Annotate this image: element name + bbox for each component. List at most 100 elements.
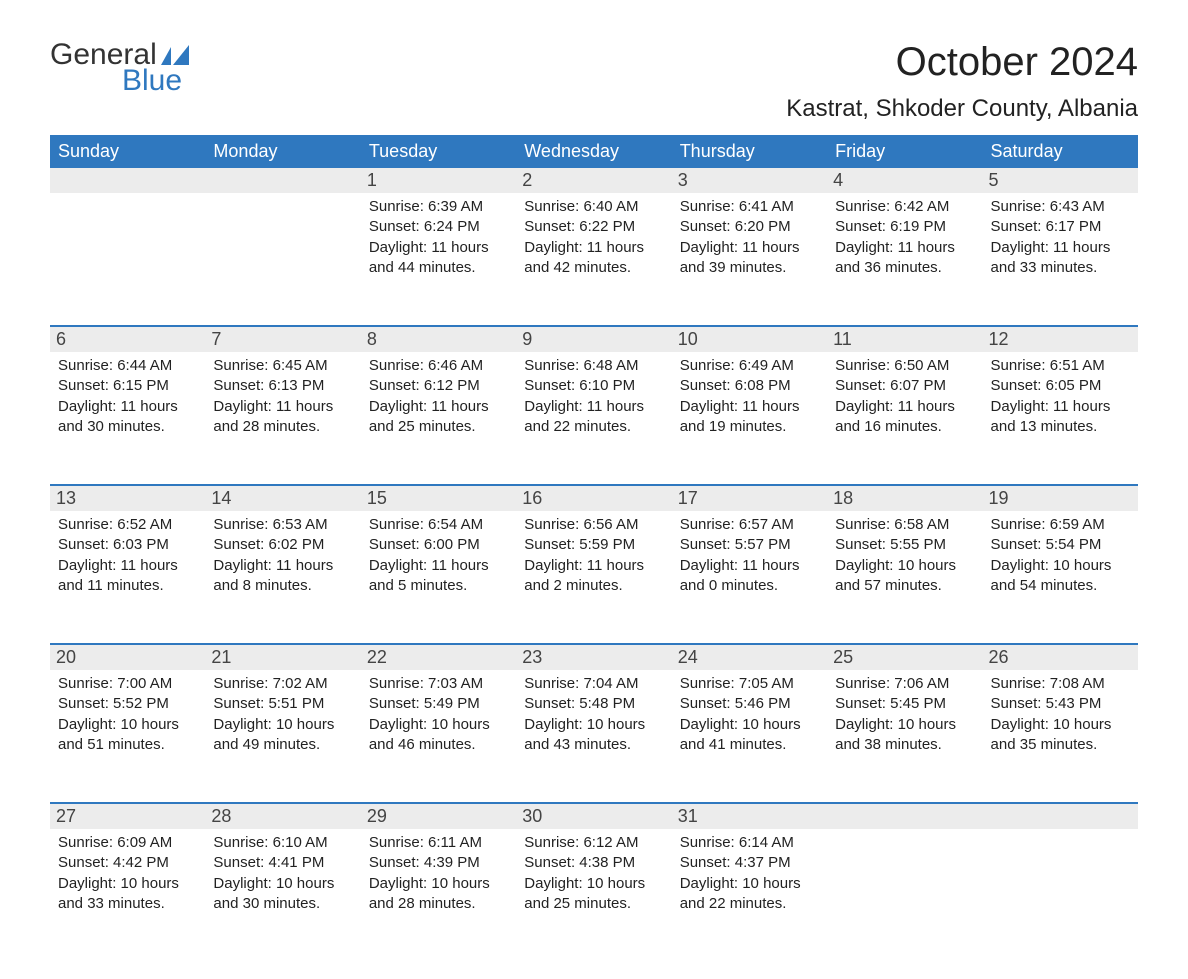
day-body bbox=[987, 829, 1134, 833]
weekday-header: Monday bbox=[205, 135, 360, 168]
day-cell: Sunrise: 6:50 AMSunset: 6:07 PMDaylight:… bbox=[827, 352, 982, 462]
sunrise-text: Sunrise: 6:53 AM bbox=[213, 515, 352, 535]
sunset-text: Sunset: 6:22 PM bbox=[524, 217, 663, 237]
sunset-text: Sunset: 5:45 PM bbox=[835, 694, 974, 714]
sunrise-text: Sunrise: 7:06 AM bbox=[835, 674, 974, 694]
day-cell: Sunrise: 6:39 AMSunset: 6:24 PMDaylight:… bbox=[361, 193, 516, 303]
week-body-row: Sunrise: 6:09 AMSunset: 4:42 PMDaylight:… bbox=[50, 829, 1138, 939]
sunset-text: Sunset: 4:39 PM bbox=[369, 853, 508, 873]
day-cell: Sunrise: 6:43 AMSunset: 6:17 PMDaylight:… bbox=[983, 193, 1138, 303]
daylight-text: Daylight: 10 hours and 35 minutes. bbox=[991, 715, 1130, 756]
sunset-text: Sunset: 5:48 PM bbox=[524, 694, 663, 714]
sunrise-text: Sunrise: 6:41 AM bbox=[680, 197, 819, 217]
week-body-row: Sunrise: 6:44 AMSunset: 6:15 PMDaylight:… bbox=[50, 352, 1138, 462]
day-number bbox=[827, 804, 982, 829]
sunset-text: Sunset: 6:02 PM bbox=[213, 535, 352, 555]
day-cell: Sunrise: 6:54 AMSunset: 6:00 PMDaylight:… bbox=[361, 511, 516, 621]
daylight-text: Daylight: 10 hours and 46 minutes. bbox=[369, 715, 508, 756]
sunset-text: Sunset: 5:49 PM bbox=[369, 694, 508, 714]
day-number: 24 bbox=[672, 645, 827, 670]
day-cell: Sunrise: 6:56 AMSunset: 5:59 PMDaylight:… bbox=[516, 511, 671, 621]
day-body: Sunrise: 7:04 AMSunset: 5:48 PMDaylight:… bbox=[520, 670, 667, 755]
daylight-text: Daylight: 10 hours and 57 minutes. bbox=[835, 556, 974, 597]
day-body: Sunrise: 7:06 AMSunset: 5:45 PMDaylight:… bbox=[831, 670, 978, 755]
daylight-text: Daylight: 11 hours and 16 minutes. bbox=[835, 397, 974, 438]
calendar: SundayMondayTuesdayWednesdayThursdayFrid… bbox=[50, 135, 1138, 939]
day-body bbox=[54, 193, 201, 197]
day-number: 26 bbox=[983, 645, 1138, 670]
daylight-text: Daylight: 11 hours and 39 minutes. bbox=[680, 238, 819, 279]
day-cell: Sunrise: 6:57 AMSunset: 5:57 PMDaylight:… bbox=[672, 511, 827, 621]
header: General Blue October 2024 Kastrat, Shkod… bbox=[50, 40, 1138, 123]
sunrise-text: Sunrise: 6:10 AM bbox=[213, 833, 352, 853]
daylight-text: Daylight: 11 hours and 36 minutes. bbox=[835, 238, 974, 279]
logo: General Blue bbox=[50, 40, 191, 96]
week-daynum-row: 6789101112 bbox=[50, 325, 1138, 352]
sunrise-text: Sunrise: 7:04 AM bbox=[524, 674, 663, 694]
day-body: Sunrise: 6:41 AMSunset: 6:20 PMDaylight:… bbox=[676, 193, 823, 278]
day-body: Sunrise: 6:53 AMSunset: 6:02 PMDaylight:… bbox=[209, 511, 356, 596]
day-number: 23 bbox=[516, 645, 671, 670]
logo-flag-icon bbox=[161, 45, 191, 65]
sunrise-text: Sunrise: 6:51 AM bbox=[991, 356, 1130, 376]
sunset-text: Sunset: 4:42 PM bbox=[58, 853, 197, 873]
day-body: Sunrise: 6:58 AMSunset: 5:55 PMDaylight:… bbox=[831, 511, 978, 596]
sunrise-text: Sunrise: 6:56 AM bbox=[524, 515, 663, 535]
sunset-text: Sunset: 6:08 PM bbox=[680, 376, 819, 396]
sunrise-text: Sunrise: 7:02 AM bbox=[213, 674, 352, 694]
day-body: Sunrise: 6:43 AMSunset: 6:17 PMDaylight:… bbox=[987, 193, 1134, 278]
daylight-text: Daylight: 11 hours and 25 minutes. bbox=[369, 397, 508, 438]
daylight-text: Daylight: 11 hours and 11 minutes. bbox=[58, 556, 197, 597]
day-number: 8 bbox=[361, 327, 516, 352]
daylight-text: Daylight: 11 hours and 8 minutes. bbox=[213, 556, 352, 597]
day-number: 14 bbox=[205, 486, 360, 511]
location: Kastrat, Shkoder County, Albania bbox=[786, 95, 1138, 123]
daylight-text: Daylight: 10 hours and 38 minutes. bbox=[835, 715, 974, 756]
day-body: Sunrise: 6:51 AMSunset: 6:05 PMDaylight:… bbox=[987, 352, 1134, 437]
day-body: Sunrise: 7:08 AMSunset: 5:43 PMDaylight:… bbox=[987, 670, 1134, 755]
day-number: 31 bbox=[672, 804, 827, 829]
day-cell: Sunrise: 6:12 AMSunset: 4:38 PMDaylight:… bbox=[516, 829, 671, 939]
day-number: 12 bbox=[983, 327, 1138, 352]
day-number bbox=[205, 168, 360, 193]
day-cell: Sunrise: 6:45 AMSunset: 6:13 PMDaylight:… bbox=[205, 352, 360, 462]
sunset-text: Sunset: 6:20 PM bbox=[680, 217, 819, 237]
daylight-text: Daylight: 10 hours and 51 minutes. bbox=[58, 715, 197, 756]
day-body: Sunrise: 7:00 AMSunset: 5:52 PMDaylight:… bbox=[54, 670, 201, 755]
sunset-text: Sunset: 5:59 PM bbox=[524, 535, 663, 555]
weekday-header-row: SundayMondayTuesdayWednesdayThursdayFrid… bbox=[50, 135, 1138, 168]
day-body: Sunrise: 6:42 AMSunset: 6:19 PMDaylight:… bbox=[831, 193, 978, 278]
sunset-text: Sunset: 6:13 PM bbox=[213, 376, 352, 396]
day-number: 2 bbox=[516, 168, 671, 193]
sunset-text: Sunset: 6:00 PM bbox=[369, 535, 508, 555]
day-body: Sunrise: 6:10 AMSunset: 4:41 PMDaylight:… bbox=[209, 829, 356, 914]
day-body: Sunrise: 6:45 AMSunset: 6:13 PMDaylight:… bbox=[209, 352, 356, 437]
day-cell bbox=[983, 829, 1138, 939]
sunrise-text: Sunrise: 6:57 AM bbox=[680, 515, 819, 535]
day-number: 18 bbox=[827, 486, 982, 511]
day-number: 7 bbox=[205, 327, 360, 352]
day-body bbox=[209, 193, 356, 197]
day-number bbox=[983, 804, 1138, 829]
day-number: 13 bbox=[50, 486, 205, 511]
sunrise-text: Sunrise: 6:39 AM bbox=[369, 197, 508, 217]
daylight-text: Daylight: 11 hours and 42 minutes. bbox=[524, 238, 663, 279]
sunrise-text: Sunrise: 7:08 AM bbox=[991, 674, 1130, 694]
week-daynum-row: 2728293031 bbox=[50, 802, 1138, 829]
day-cell: Sunrise: 7:04 AMSunset: 5:48 PMDaylight:… bbox=[516, 670, 671, 780]
day-cell: Sunrise: 6:49 AMSunset: 6:08 PMDaylight:… bbox=[672, 352, 827, 462]
day-number: 30 bbox=[516, 804, 671, 829]
daylight-text: Daylight: 11 hours and 19 minutes. bbox=[680, 397, 819, 438]
day-number: 21 bbox=[205, 645, 360, 670]
day-number: 10 bbox=[672, 327, 827, 352]
day-cell: Sunrise: 6:58 AMSunset: 5:55 PMDaylight:… bbox=[827, 511, 982, 621]
daylight-text: Daylight: 10 hours and 22 minutes. bbox=[680, 874, 819, 915]
sunrise-text: Sunrise: 6:48 AM bbox=[524, 356, 663, 376]
weeks-container: 12345Sunrise: 6:39 AMSunset: 6:24 PMDayl… bbox=[50, 168, 1138, 939]
sunrise-text: Sunrise: 7:00 AM bbox=[58, 674, 197, 694]
daylight-text: Daylight: 10 hours and 43 minutes. bbox=[524, 715, 663, 756]
day-body: Sunrise: 7:03 AMSunset: 5:49 PMDaylight:… bbox=[365, 670, 512, 755]
day-number: 4 bbox=[827, 168, 982, 193]
sunrise-text: Sunrise: 6:11 AM bbox=[369, 833, 508, 853]
sunrise-text: Sunrise: 6:59 AM bbox=[991, 515, 1130, 535]
